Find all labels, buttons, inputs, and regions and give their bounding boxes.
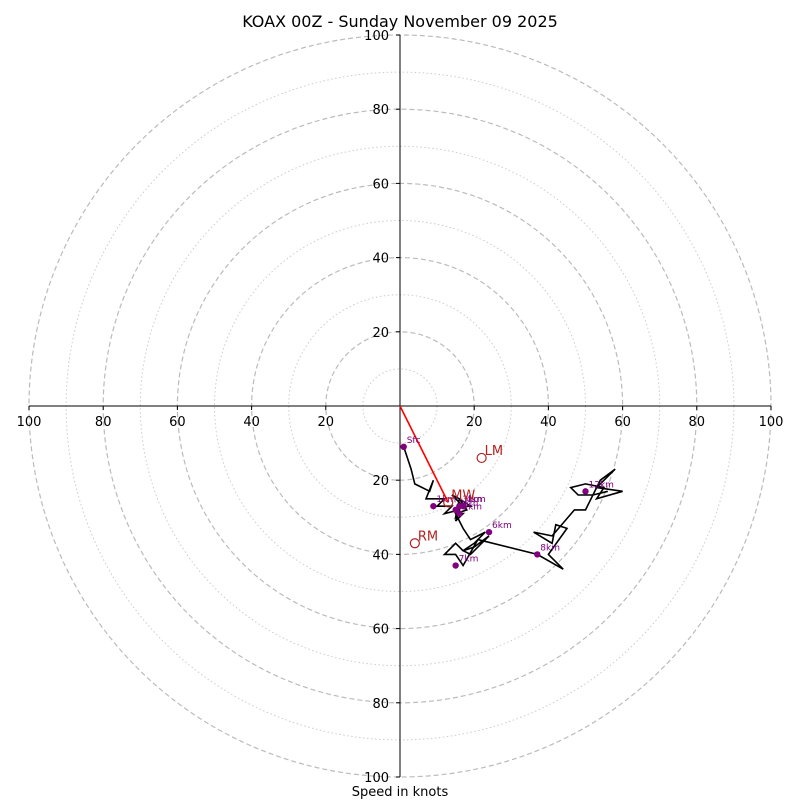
x-tick-label: 40	[243, 415, 260, 430]
y-tick-label: 20	[372, 326, 389, 341]
height-marker-label: 2km	[459, 499, 479, 509]
storm-motion-label: MW	[451, 488, 475, 503]
height-marker-label: 6km	[492, 521, 512, 531]
height-marker-point	[456, 510, 463, 517]
wind-profile-line	[402, 446, 623, 570]
storm-motion-label: LM	[485, 444, 503, 459]
height-marker-point	[582, 488, 589, 495]
height-marker-point	[452, 562, 459, 569]
y-tick-label: 100	[364, 29, 389, 44]
height-marker-label: 3km	[462, 495, 482, 505]
y-tick-label: 60	[372, 177, 389, 192]
height-marker-point	[485, 528, 493, 536]
x-tick-label: 20	[466, 415, 483, 430]
storm-motion-marker	[409, 538, 420, 549]
x-tick-label: 20	[318, 415, 335, 430]
storm-motion-markers: LM RM MW	[409, 444, 503, 549]
storm-motion-label: RM	[418, 529, 438, 544]
x-tick-label: 40	[540, 415, 557, 430]
height-marker-label: Sfc	[407, 436, 421, 446]
height-marker-point	[459, 502, 467, 510]
x-tick-label: 60	[169, 415, 186, 430]
y-tick-label: 100	[364, 771, 389, 786]
height-marker-label: 4km	[466, 495, 486, 505]
y-tick-label: 80	[372, 103, 389, 118]
x-axis-label: Speed in knots	[352, 785, 449, 800]
x-tick-label: 60	[614, 415, 631, 430]
x-tick-label: 80	[95, 415, 112, 430]
x-tick-label: 100	[17, 415, 42, 430]
storm-motion-marker	[443, 497, 454, 508]
y-tick-label: 40	[372, 548, 389, 563]
height-marker-point	[430, 502, 437, 510]
x-tick-label: 100	[759, 415, 784, 430]
height-marker-label: 5km	[462, 503, 482, 513]
y-tick-label: 20	[372, 474, 389, 489]
height-marker-point	[400, 443, 407, 451]
storm-motion-marker	[476, 452, 487, 464]
y-tick-label: 60	[372, 623, 389, 638]
y-tick-label: 40	[372, 252, 389, 267]
series-lines	[399, 405, 623, 570]
x-tick-label: 80	[689, 415, 706, 430]
y-tick-label: 80	[372, 697, 389, 712]
height-marker-label: 8km	[540, 543, 560, 553]
storm-motion-vector-line	[399, 405, 449, 503]
height-marker-point	[534, 551, 541, 558]
height-marker-label: 12km	[589, 480, 614, 490]
chart-title: KOAX 00Z - Sunday November 09 2025	[242, 12, 558, 31]
height-marker-label: 7km	[459, 555, 479, 565]
tick-labels: 20 20 20 20 40 40 40 40 60 60 60 60 80 80 80 80 100 100 10…	[17, 29, 784, 786]
height-marker-label: 1km	[436, 495, 456, 505]
